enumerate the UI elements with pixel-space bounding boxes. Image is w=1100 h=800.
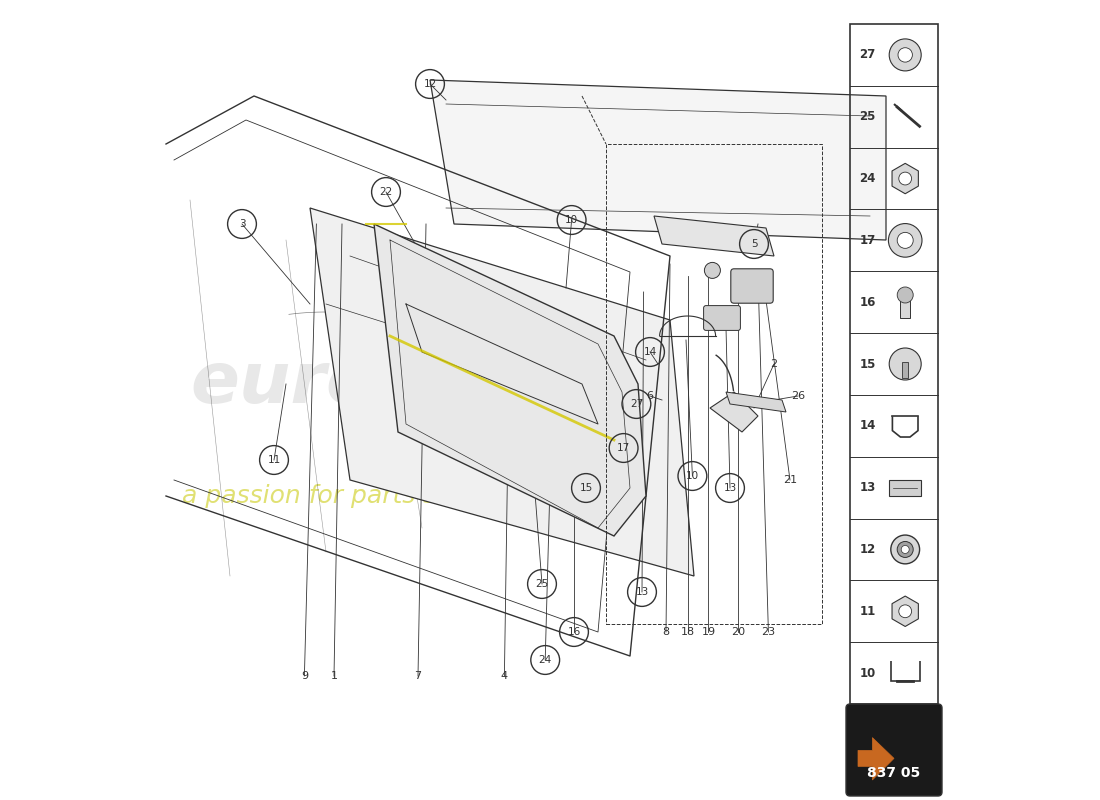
Bar [902, 362, 909, 378]
Text: 1: 1 [330, 671, 338, 681]
Text: 11: 11 [859, 605, 876, 618]
Text: 15: 15 [859, 358, 876, 370]
Text: 22: 22 [379, 187, 393, 197]
Text: 26: 26 [791, 391, 805, 401]
Text: 25: 25 [536, 579, 549, 589]
Polygon shape [858, 738, 894, 780]
Text: 23: 23 [761, 627, 776, 637]
Circle shape [704, 262, 720, 278]
FancyBboxPatch shape [704, 306, 740, 330]
Text: 20: 20 [730, 627, 745, 637]
Text: 16: 16 [568, 627, 581, 637]
Text: 27: 27 [630, 399, 644, 409]
Text: 6: 6 [647, 391, 653, 401]
Circle shape [889, 223, 922, 257]
Polygon shape [310, 208, 694, 576]
Polygon shape [374, 224, 646, 536]
Bar [901, 298, 910, 318]
Text: 13: 13 [724, 483, 737, 493]
Text: 17: 17 [859, 234, 876, 247]
Text: 10: 10 [685, 471, 698, 481]
Circle shape [891, 535, 920, 564]
Text: 12: 12 [859, 543, 876, 556]
Circle shape [889, 39, 921, 71]
Text: 16: 16 [859, 296, 876, 309]
Text: 10: 10 [859, 666, 876, 679]
Text: 24: 24 [859, 172, 876, 185]
Text: 2: 2 [770, 359, 778, 369]
Text: 17: 17 [617, 443, 630, 453]
Circle shape [898, 287, 913, 303]
Text: 7: 7 [415, 671, 421, 681]
FancyBboxPatch shape [846, 704, 942, 796]
Polygon shape [892, 596, 918, 626]
Text: 13: 13 [636, 587, 649, 597]
Circle shape [899, 172, 912, 185]
Text: 18: 18 [681, 627, 695, 637]
Text: 837 05: 837 05 [868, 766, 921, 780]
Text: 14: 14 [859, 419, 876, 432]
Text: a passion for parts since 1985: a passion for parts since 1985 [182, 484, 560, 508]
Circle shape [898, 48, 912, 62]
Text: 25: 25 [859, 110, 876, 123]
Text: 14: 14 [644, 347, 657, 357]
Text: 12: 12 [424, 79, 437, 89]
Text: europ: europ [190, 350, 428, 418]
Text: 9: 9 [300, 671, 308, 681]
Text: 21: 21 [783, 475, 798, 485]
Text: 4: 4 [500, 671, 508, 681]
Polygon shape [892, 163, 918, 194]
Text: 8: 8 [662, 627, 670, 637]
Text: 15: 15 [580, 483, 593, 493]
Text: 24: 24 [539, 655, 552, 665]
Bar [850, 24, 938, 704]
Text: 19: 19 [702, 627, 715, 637]
Polygon shape [654, 216, 774, 256]
Text: 27: 27 [859, 49, 876, 62]
Polygon shape [430, 80, 886, 240]
Polygon shape [889, 480, 921, 496]
Polygon shape [710, 392, 758, 432]
Text: 11: 11 [267, 455, 280, 465]
Bar [606, 144, 822, 624]
Text: 10: 10 [565, 215, 579, 225]
Circle shape [889, 348, 921, 380]
Text: 3: 3 [239, 219, 245, 229]
FancyBboxPatch shape [730, 269, 773, 303]
Circle shape [898, 542, 913, 558]
Text: 5: 5 [750, 239, 757, 249]
Text: 13: 13 [859, 481, 876, 494]
Circle shape [901, 546, 910, 554]
Circle shape [899, 605, 912, 618]
Circle shape [898, 232, 913, 248]
Polygon shape [726, 392, 786, 412]
